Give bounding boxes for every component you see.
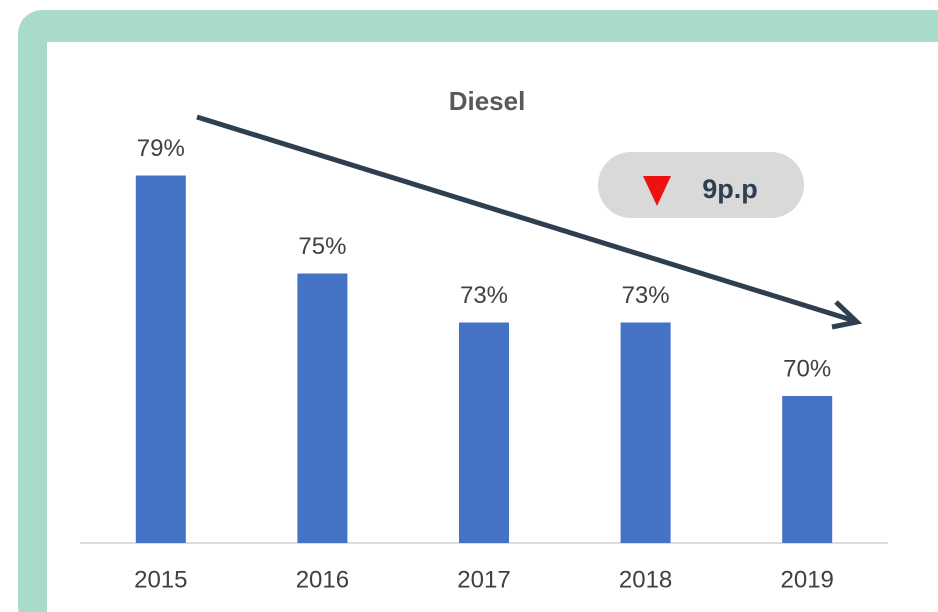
value-label: 73%: [460, 282, 508, 309]
trend-arrow: [196, 114, 856, 324]
x-tick-label: 2017: [457, 566, 510, 593]
annotation: 9p.p: [702, 174, 758, 204]
value-label: 70%: [783, 355, 831, 382]
arrow-head: [831, 300, 863, 330]
chart-title: Diesel: [449, 86, 526, 116]
bar: [135, 175, 186, 543]
badge: [598, 152, 804, 218]
down-triangle: [643, 176, 671, 206]
bar: [297, 273, 348, 543]
x-tick-label: 2019: [781, 566, 834, 593]
bar: [620, 322, 671, 543]
value-label: 75%: [298, 233, 346, 260]
x-tick-label: 2016: [296, 566, 349, 593]
bar: [459, 322, 509, 543]
x-tick-label: 2018: [619, 566, 672, 593]
bar: [782, 396, 833, 543]
value-label: 73%: [622, 282, 670, 309]
value-label: 79%: [137, 135, 185, 162]
x-tick-label: 2015: [134, 566, 187, 593]
